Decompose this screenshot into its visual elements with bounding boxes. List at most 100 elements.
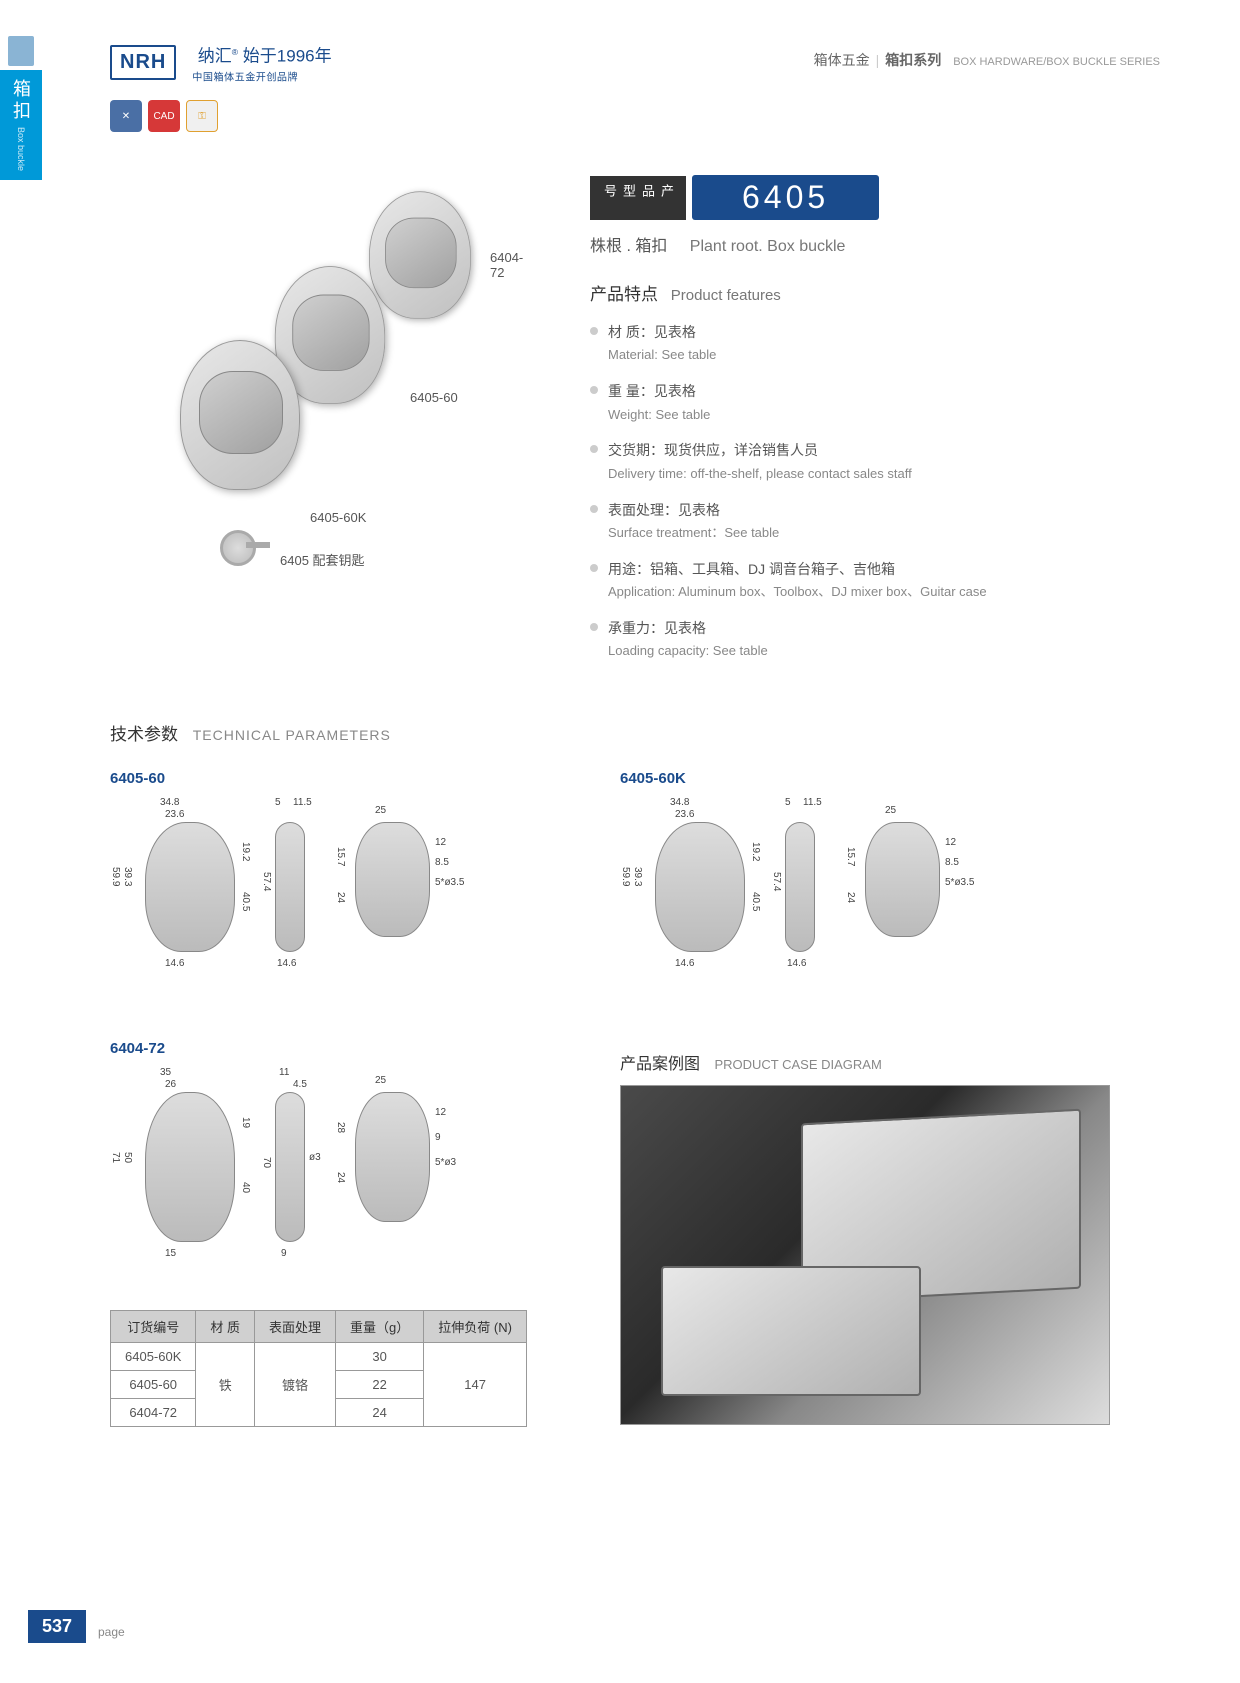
table-cell: 24	[336, 1399, 424, 1427]
dim: 14.6	[165, 958, 184, 969]
dim: 14.6	[675, 958, 694, 969]
table-cell: 6405-60K	[111, 1343, 196, 1371]
diagram-label: 6405-60	[110, 770, 560, 787]
dim: 34.8	[160, 797, 179, 808]
features-title-cn: 产品特点	[590, 285, 658, 304]
table-header: 表面处理	[255, 1311, 336, 1343]
feature-en: Weight: See table	[608, 405, 1130, 426]
dim: 57.4	[261, 872, 272, 891]
table-cell: 铁	[196, 1343, 255, 1427]
crumb-cat: 箱体五金	[814, 52, 870, 68]
diagram-6405-60: 6405-60 34.8 23.6 59.9 39.3 19.2 40.5 14…	[110, 770, 560, 967]
table-cell: 6405-60	[111, 1371, 196, 1399]
logo-tagline: 中国箱体五金开创品牌	[193, 70, 338, 85]
table-cell: 22	[336, 1371, 424, 1399]
case-diagram-title: 产品案例图 PRODUCT CASE DIAGRAM	[620, 1050, 882, 1074]
logo-since: 始于1996年	[243, 47, 332, 66]
diagram-6404-72: 6404-72 35 26 71 50 19 40 15 11 4.5 70 ø…	[110, 1040, 560, 1257]
dim: 59.9	[620, 867, 631, 886]
badge-label: 产品型号	[590, 176, 686, 220]
dim: 15.7	[335, 847, 346, 866]
case-title-en: PRODUCT CASE DIAGRAM	[714, 1057, 881, 1072]
dim: 8.5	[435, 857, 449, 868]
product-subtitle: 株根 . 箱扣 Plant root. Box buckle	[590, 232, 845, 256]
dim: 50	[122, 1152, 133, 1163]
latch-photo-1	[369, 191, 471, 319]
side-tab-en: Box buckle	[16, 127, 26, 171]
dim: 4.5	[293, 1079, 307, 1090]
dim: 25	[375, 805, 386, 816]
feature-en: Delivery time: off-the-shelf, please con…	[608, 464, 1130, 485]
dim: 12	[945, 837, 956, 848]
table-cell: 6404-72	[111, 1399, 196, 1427]
feature-en: Loading capacity: See table	[608, 641, 1130, 662]
dim: 28	[335, 1122, 346, 1133]
dim: 5*ø3.5	[945, 877, 974, 888]
dim: 25	[885, 805, 896, 816]
product-photo-area: 6404-72 6405-60 6405-60K 6405 配套钥匙	[160, 180, 520, 550]
dim: 15	[165, 1248, 176, 1259]
feature-item: 材 质：见表格Material: See table	[590, 321, 1130, 366]
dim: 11	[279, 1067, 289, 1078]
dim: 11.5	[293, 797, 312, 808]
header-logo: NRH 纳汇® 始于1996年 中国箱体五金开创品牌	[110, 40, 344, 85]
product-features: 产品特点 Product features 材 质：见表格Material: S…	[590, 280, 1130, 676]
dim: 35	[160, 1067, 171, 1078]
side-category-icon	[8, 36, 34, 66]
feature-item: 承重力：见表格Loading capacity: See table	[590, 617, 1130, 662]
table-cell: 30	[336, 1343, 424, 1371]
features-title: 产品特点 Product features	[590, 280, 1130, 305]
side-tab: 箱扣 Box buckle	[0, 70, 42, 180]
photo-label-1: 6404-72	[490, 250, 523, 280]
dim: 39.3	[632, 867, 643, 886]
dim: 26	[165, 1079, 176, 1090]
dim: 19.2	[240, 842, 251, 861]
feature-item: 用途：铝箱、工具箱、DJ 调音台箱子、吉他箱Application: Alumi…	[590, 558, 1130, 603]
logo-reg: ®	[232, 48, 238, 57]
dim: 14.6	[787, 958, 806, 969]
feature-icons: ✕ CAD ⚿	[110, 100, 218, 132]
feature-en: Surface treatment：See table	[608, 523, 1130, 544]
diagram-label: 6404-72	[110, 1040, 560, 1057]
badge-number: 6405	[692, 175, 879, 220]
dim: 5	[275, 797, 281, 808]
dim: 12	[435, 1107, 446, 1118]
dim: 24	[845, 892, 856, 903]
dim: 59.9	[110, 867, 121, 886]
feature-en: Application: Aluminum box、Toolbox、DJ mix…	[608, 582, 1130, 603]
logo-brand-cn: 纳汇	[198, 47, 232, 66]
breadcrumb: 箱体五金|箱扣系列 BOX HARDWARE/BOX BUCKLE SERIES	[814, 50, 1160, 70]
dim: 15.7	[845, 847, 856, 866]
crumb-en: BOX HARDWARE/BOX BUCKLE SERIES	[953, 56, 1160, 68]
key-icon: ⚿	[186, 100, 218, 132]
spec-table: 订货编号材 质表面处理重量（g）拉伸负荷 (N) 6405-60K铁镀铬3014…	[110, 1310, 527, 1427]
diagram-6405-60k: 6405-60K 34.8 23.6 59.9 39.3 19.2 40.5 1…	[620, 770, 1070, 967]
feature-cn: 用途：铝箱、工具箱、DJ 调音台箱子、吉他箱	[608, 558, 1130, 580]
latch-photo-3	[180, 340, 300, 490]
feature-item: 交货期：现货供应，详洽销售人员 Delivery time: off-the-sh…	[590, 439, 1130, 484]
photo-label-3: 6405-60K	[310, 510, 366, 525]
tools-icon: ✕	[110, 100, 142, 132]
dim: 40	[240, 1182, 251, 1193]
dim: 9	[435, 1132, 441, 1143]
dim: 34.8	[670, 797, 689, 808]
tech-title-en: TECHNICAL PARAMETERS	[193, 727, 391, 743]
side-tab-cn: 箱扣	[8, 79, 34, 123]
crumb-sub: 箱扣系列	[885, 52, 941, 68]
feature-en: Material: See table	[608, 345, 1130, 366]
table-header: 重量（g）	[336, 1311, 424, 1343]
feature-cn: 交货期：现货供应，详洽销售人员	[608, 439, 1130, 461]
dim: ø3	[309, 1152, 321, 1163]
case-title-cn: 产品案例图	[620, 1056, 700, 1073]
model-badge: 产品型号 6405	[590, 175, 879, 220]
dim: 14.6	[277, 958, 296, 969]
table-header: 拉伸负荷 (N)	[424, 1311, 527, 1343]
feature-cn: 材 质：见表格	[608, 321, 1130, 343]
dim: 19.2	[750, 842, 761, 861]
feature-item: 重 量：见表格 Weight: See table	[590, 380, 1130, 425]
dim: 39.3	[122, 867, 133, 886]
feature-cn: 重 量：见表格	[608, 380, 1130, 402]
page-label: page	[98, 1625, 125, 1639]
subtitle-en: Plant root. Box buckle	[690, 238, 846, 255]
dim: 5*ø3.5	[435, 877, 464, 888]
